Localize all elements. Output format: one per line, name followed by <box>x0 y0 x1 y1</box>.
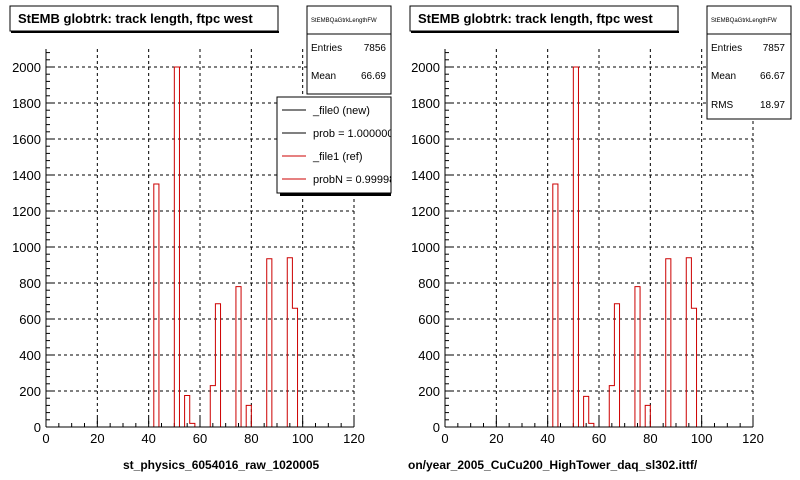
left-stats-mean-label: Mean <box>311 71 336 82</box>
left-stats-entries-value: 7856 <box>364 43 387 54</box>
legend-label-0: _file0 (new) <box>312 105 370 117</box>
left-title-box: StEMB globtrk: track length, ftpc west <box>9 5 279 33</box>
right-stats-entries-value: 7857 <box>763 43 786 54</box>
x-tick-label: 60 <box>592 431 606 446</box>
left-title: StEMB globtrk: track length, ftpc west <box>18 11 253 26</box>
right-histogram-panel: 0 20 40 60 80 100 120 0 200 400 600 800 1000 1200 140… <box>408 5 792 472</box>
x-tick-label: 100 <box>691 431 713 446</box>
y-tick-label: 1600 <box>12 132 41 147</box>
y-tick-label: 800 <box>418 276 440 291</box>
y-tick-label: 600 <box>19 312 41 327</box>
y-tick-label: 0 <box>34 420 41 435</box>
right-axis-ticks <box>444 52 754 428</box>
right-stats-entries-label: Entries <box>711 43 742 54</box>
left-stats-entries-label: Entries <box>311 43 342 54</box>
x-tick-label: 40 <box>540 431 554 446</box>
right-title-box: StEMB globtrk: track length, ftpc west <box>409 5 679 33</box>
right-title: StEMB globtrk: track length, ftpc west <box>418 11 653 26</box>
right-x-tick-labels: 0 20 40 60 80 100 120 <box>441 431 763 446</box>
left-stats-box: StEMBQaGtrkLengthFW Entries 7856 Mean 66… <box>306 5 392 95</box>
legend-box: _file0 (new) prob = 1.000000 _file1 (ref… <box>276 96 401 196</box>
x-tick-label: 40 <box>141 431 155 446</box>
x-tick-label: 120 <box>343 431 365 446</box>
left-histogram-panel: 0 20 40 60 80 100 120 0 200 400 600 800 1000 1200 140… <box>9 5 401 472</box>
x-tick-label: 0 <box>441 431 448 446</box>
legend-label-2: _file1 (ref) <box>312 151 363 163</box>
right-stats-mean-value: 66.67 <box>760 71 785 82</box>
y-tick-label: 200 <box>19 384 41 399</box>
left-x-tick-labels: 0 20 40 60 80 100 120 <box>42 431 364 446</box>
right-stats-rms-label: RMS <box>711 100 734 111</box>
right-stats-rms-value: 18.97 <box>760 100 785 111</box>
x-tick-label: 20 <box>90 431 104 446</box>
y-tick-label: 1000 <box>12 240 41 255</box>
left-stats-name: StEMBQaGtrkLengthFW <box>311 18 377 24</box>
right-stats-mean-label: Mean <box>711 71 736 82</box>
left-stats-mean-value: 66.69 <box>361 71 386 82</box>
x-tick-label: 60 <box>193 431 207 446</box>
y-tick-label: 2000 <box>411 60 440 75</box>
y-tick-label: 400 <box>418 348 440 363</box>
y-tick-label: 1200 <box>411 204 440 219</box>
x-tick-label: 80 <box>244 431 258 446</box>
y-tick-label: 800 <box>19 276 41 291</box>
y-tick-label: 1800 <box>12 96 41 111</box>
y-tick-label: 1200 <box>12 204 41 219</box>
left-footer-filename: st_physics_6054016_raw_1020005 <box>123 458 319 472</box>
y-tick-label: 2000 <box>12 60 41 75</box>
x-tick-label: 20 <box>489 431 503 446</box>
right-y-tick-labels: 0 200 400 600 800 1000 1200 1400 1600 1800 2000 <box>411 60 440 435</box>
y-tick-label: 400 <box>19 348 41 363</box>
y-tick-label: 1400 <box>411 168 440 183</box>
right-footer-path: on/year_2005_CuCu200_HighTower_daq_sl302… <box>408 458 698 472</box>
y-tick-label: 1000 <box>411 240 440 255</box>
y-tick-label: 1400 <box>12 168 41 183</box>
x-tick-label: 100 <box>292 431 314 446</box>
legend-label-3: probN = 0.999986 <box>313 174 401 186</box>
x-tick-label: 80 <box>643 431 657 446</box>
x-tick-label: 120 <box>742 431 764 446</box>
x-tick-label: 0 <box>42 431 49 446</box>
y-tick-label: 0 <box>433 420 440 435</box>
y-tick-label: 200 <box>418 384 440 399</box>
y-tick-label: 1800 <box>411 96 440 111</box>
right-stats-name: StEMBQaGtrkLengthFW <box>711 18 777 24</box>
legend-label-1: prob = 1.000000 <box>313 128 393 140</box>
right-stats-box: StEMBQaGtrkLengthFW Entries 7857 Mean 66… <box>706 5 792 120</box>
left-y-tick-labels: 0 200 400 600 800 1000 1200 1400 1600 1800 2000 <box>12 60 41 435</box>
y-tick-label: 600 <box>418 312 440 327</box>
y-tick-label: 1600 <box>411 132 440 147</box>
